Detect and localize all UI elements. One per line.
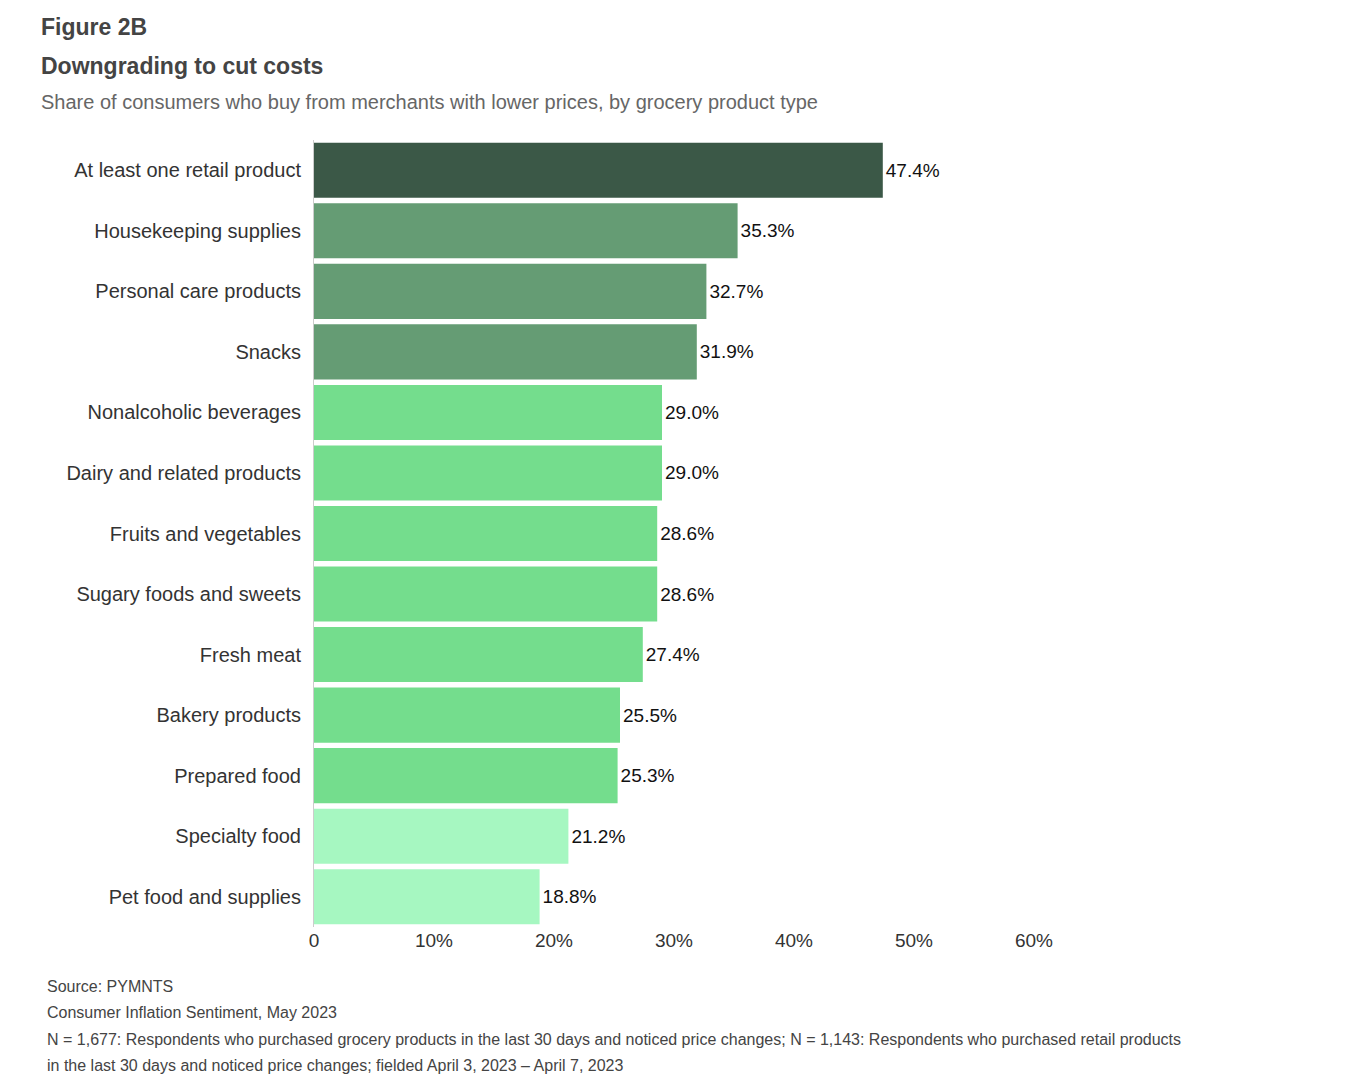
svg-text:0: 0 (309, 930, 320, 951)
svg-text:50%: 50% (895, 930, 933, 951)
svg-text:25.5%: 25.5% (623, 705, 677, 726)
svg-text:Nonalcoholic beverages: Nonalcoholic beverages (88, 401, 301, 423)
svg-text:35.3%: 35.3% (741, 220, 795, 241)
svg-text:10%: 10% (415, 930, 453, 951)
svg-text:Fruits and vegetables: Fruits and vegetables (110, 523, 301, 545)
svg-text:29.0%: 29.0% (665, 462, 719, 483)
svg-text:28.6%: 28.6% (660, 523, 714, 544)
svg-text:Personal care products: Personal care products (95, 280, 301, 302)
svg-text:Bakery products: Bakery products (156, 704, 301, 726)
svg-text:Source: PYMNTS: Source: PYMNTS (47, 978, 173, 995)
svg-text:Figure 2B: Figure 2B (41, 14, 147, 40)
svg-text:Housekeeping supplies: Housekeeping supplies (94, 220, 301, 242)
svg-text:Share of consumers who buy fro: Share of consumers who buy from merchant… (41, 91, 818, 113)
svg-text:60%: 60% (1015, 930, 1053, 951)
svg-text:40%: 40% (775, 930, 813, 951)
svg-text:21.2%: 21.2% (571, 826, 625, 847)
svg-text:in the last 30 days and notice: in the last 30 days and noticed price ch… (47, 1057, 623, 1074)
svg-text:25.3%: 25.3% (621, 765, 675, 786)
svg-text:18.8%: 18.8% (543, 886, 597, 907)
svg-text:28.6%: 28.6% (660, 584, 714, 605)
svg-text:Fresh meat: Fresh meat (200, 644, 302, 666)
svg-text:30%: 30% (655, 930, 693, 951)
svg-text:27.4%: 27.4% (646, 644, 700, 665)
svg-text:Consumer Inflation Sentiment,: Consumer Inflation Sentiment, May 2023 (47, 1004, 337, 1021)
svg-text:Downgrading to cut costs: Downgrading to cut costs (41, 53, 323, 79)
svg-text:20%: 20% (535, 930, 573, 951)
svg-text:Snacks: Snacks (235, 341, 301, 363)
svg-text:32.7%: 32.7% (709, 281, 763, 302)
svg-text:At least one retail product: At least one retail product (74, 159, 301, 181)
svg-text:N = 1,677: Respondents who pur: N = 1,677: Respondents who purchased gro… (47, 1031, 1181, 1048)
svg-text:47.4%: 47.4% (886, 160, 940, 181)
svg-text:Pet food and supplies: Pet food and supplies (109, 886, 301, 908)
svg-text:31.9%: 31.9% (700, 341, 754, 362)
svg-text:29.0%: 29.0% (665, 402, 719, 423)
svg-text:Specialty food: Specialty food (175, 825, 301, 847)
svg-text:Sugary foods and sweets: Sugary foods and sweets (76, 583, 301, 605)
svg-text:Prepared food: Prepared food (174, 765, 301, 787)
svg-text:Dairy and related products: Dairy and related products (66, 462, 301, 484)
